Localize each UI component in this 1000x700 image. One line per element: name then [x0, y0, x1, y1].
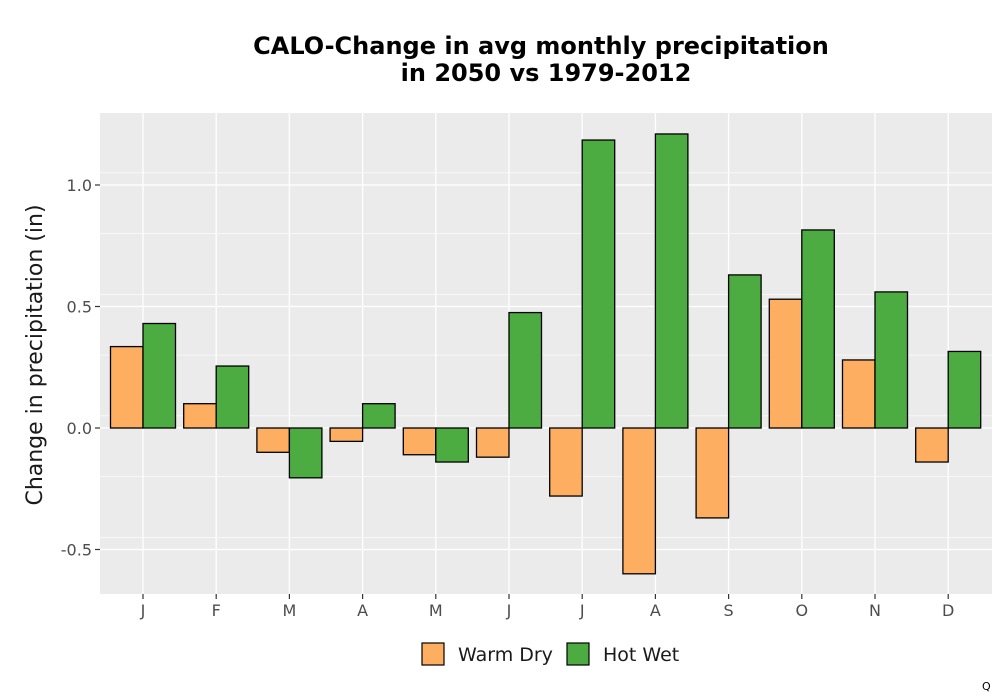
x-tick-label: A	[357, 601, 368, 620]
bar-hot-wet-0	[142, 322, 177, 429]
bar-warm-dry-0	[109, 345, 144, 429]
legend-label-hot-wet: Hot Wet	[603, 644, 679, 666]
bar-hot-wet-9	[801, 229, 835, 429]
bar-hot-wet-2	[288, 427, 323, 479]
bar-hot-wet-4	[435, 427, 469, 463]
y-tick-label: 0.0	[67, 419, 92, 438]
bar-hot-wet-10	[874, 291, 909, 429]
legend-key-hot-wet	[566, 642, 590, 666]
y-tick-label: 1.0	[67, 176, 92, 195]
bar-warm-dry-1	[183, 403, 217, 429]
x-tick-label: J	[579, 601, 585, 620]
bar-warm-dry-8	[695, 427, 730, 519]
x-tick-label: F	[212, 601, 221, 620]
x-tick-label: J	[140, 601, 146, 620]
legend-key-warm-dry	[421, 642, 445, 666]
bar-hot-wet-7	[654, 133, 689, 429]
bar-warm-dry-10	[841, 359, 876, 429]
bar-hot-wet-11	[947, 350, 982, 429]
bar-hot-wet-8	[727, 274, 762, 429]
chart-title-line-2: in 2050 vs 1979-2012	[401, 59, 692, 87]
y-axis-label: Change in precipitation (in)	[23, 204, 48, 505]
bar-hot-wet-5	[508, 311, 543, 429]
bar-hot-wet-3	[361, 403, 396, 429]
corner-mark: Q	[982, 680, 991, 693]
bar-hot-wet-1	[215, 365, 250, 429]
x-tick-label: N	[869, 601, 881, 620]
bar-warm-dry-3	[329, 427, 364, 443]
x-tick-label: J	[506, 601, 512, 620]
x-tick-label: M	[429, 601, 443, 620]
legend: Warm Dry Hot Wet	[421, 642, 679, 666]
chart-title: CALO-Change in avg monthly precipitation…	[253, 32, 829, 87]
bar-warm-dry-9	[768, 298, 803, 429]
x-tick-label: O	[796, 601, 809, 620]
bar-hot-wet-6	[581, 139, 616, 429]
y-tick-label: -0.5	[61, 541, 92, 560]
bar-warm-dry-2	[256, 427, 291, 453]
bar-warm-dry-11	[915, 427, 949, 463]
x-tick-label: M	[282, 601, 296, 620]
y-tick-label: 0.5	[67, 298, 92, 317]
bar-warm-dry-4	[402, 427, 437, 456]
x-tick-label: S	[724, 601, 734, 620]
legend-label-warm-dry: Warm Dry	[458, 644, 553, 666]
plot-panel	[100, 113, 992, 594]
y-axis: -0.5 0.0 0.5 1.0	[61, 176, 100, 560]
x-tick-label: D	[942, 601, 954, 620]
x-tick-label: A	[650, 601, 661, 620]
bar-warm-dry-7	[622, 427, 657, 575]
bar-warm-dry-5	[475, 427, 510, 458]
chart-title-line-1: CALO-Change in avg monthly precipitation	[253, 32, 829, 60]
bar-warm-dry-6	[549, 427, 583, 497]
bars	[109, 133, 982, 575]
